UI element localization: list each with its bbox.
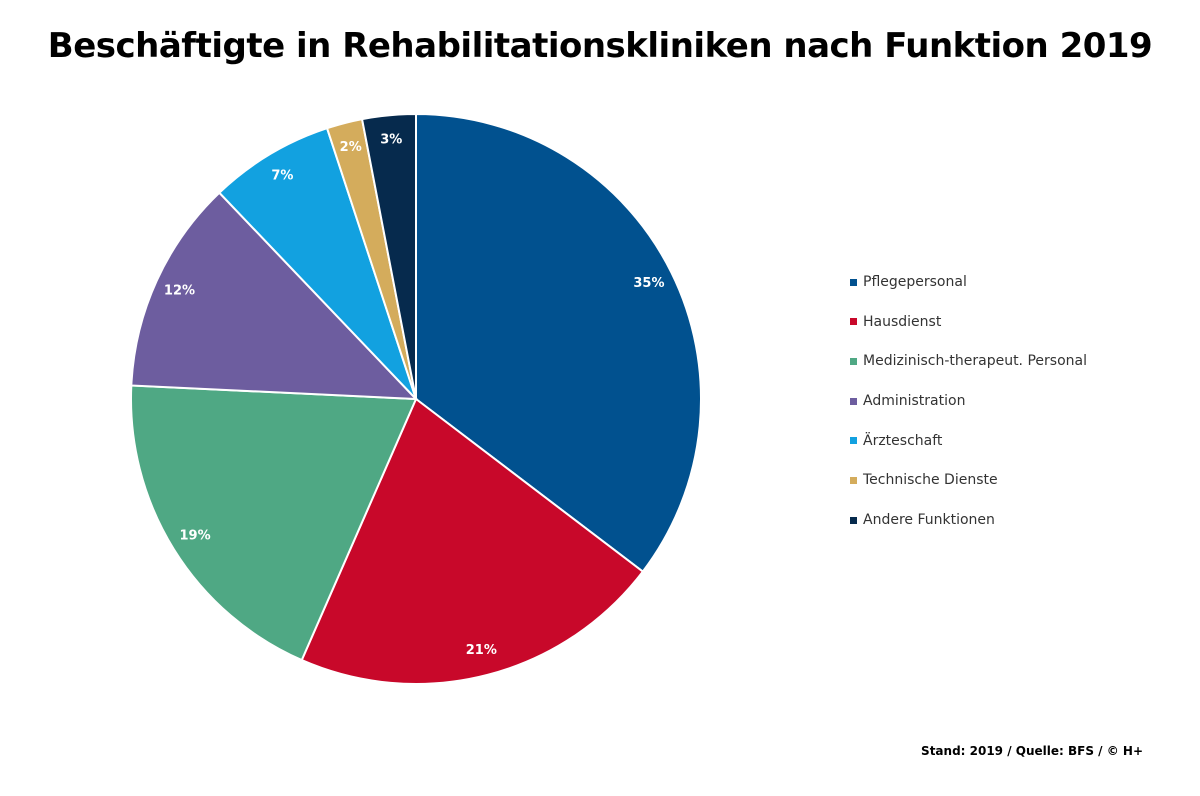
slice-label-andere-funktionen: 3% bbox=[380, 133, 402, 148]
legend-swatch bbox=[850, 357, 857, 365]
slice-label-medizinisch-therapeut-personal: 19% bbox=[180, 529, 211, 544]
pie-slice-hausdienst bbox=[300, 397, 645, 685]
slice-label-arzteschaft: 7% bbox=[271, 168, 293, 183]
legend-swatch bbox=[850, 318, 857, 326]
legend-label: Medizinisch-therapeut. Personal bbox=[863, 353, 1087, 370]
legend-item-pflegepersonal: Pflegepersonal bbox=[850, 272, 1087, 292]
legend-label: Andere Funktionen bbox=[863, 512, 995, 529]
legend-label: Pflegepersonal bbox=[863, 274, 967, 290]
legend-item-administration: Administration bbox=[850, 391, 1087, 411]
legend-swatch bbox=[850, 397, 857, 405]
legend: Pflegepersonal Hausdienst Medizinisch-ther… bbox=[850, 272, 1087, 550]
pie-slice-medizinisch-therapeut-personal bbox=[130, 384, 418, 662]
chart-title: Beschäftigte in Rehabilitationskliniken … bbox=[47, 26, 1153, 66]
legend-item-medizinisch-therapeut-personal: Medizinisch-therapeut. Personal bbox=[850, 351, 1087, 371]
legend-item-hausdienst: Hausdienst bbox=[850, 312, 1087, 332]
slice-label-technische-dienste: 2% bbox=[340, 140, 362, 155]
slice-label-hausdienst: 21% bbox=[466, 643, 497, 658]
legend-item-arzteschaft: Ärzteschaft bbox=[850, 431, 1087, 451]
legend-item-andere-funktionen: Andere Funktionen bbox=[850, 510, 1087, 530]
legend-label: Hausdienst bbox=[863, 313, 942, 330]
slice-label-administration: 12% bbox=[164, 283, 195, 298]
legend-label: Ärzteschaft bbox=[863, 432, 943, 449]
pie-slice-andere-funktionen bbox=[360, 112, 417, 400]
pie-slice-arzteschaft bbox=[217, 126, 417, 400]
legend-swatch bbox=[850, 516, 857, 524]
slice-label-pflegepersonal: 35% bbox=[633, 276, 664, 291]
pie-slice-administration bbox=[130, 191, 419, 401]
legend-label: Administration bbox=[863, 393, 966, 410]
legend-label: Technische Dienste bbox=[863, 472, 998, 489]
legend-swatch bbox=[850, 437, 857, 445]
legend-item-technische-dienste: Technische Dienste bbox=[850, 470, 1087, 490]
legend-swatch bbox=[850, 476, 857, 484]
pie-slice-pflegepersonal bbox=[415, 112, 702, 574]
source-note: Stand: 2019 / Quelle: BFS / © H+ bbox=[921, 744, 1143, 758]
legend-swatch bbox=[850, 278, 857, 286]
